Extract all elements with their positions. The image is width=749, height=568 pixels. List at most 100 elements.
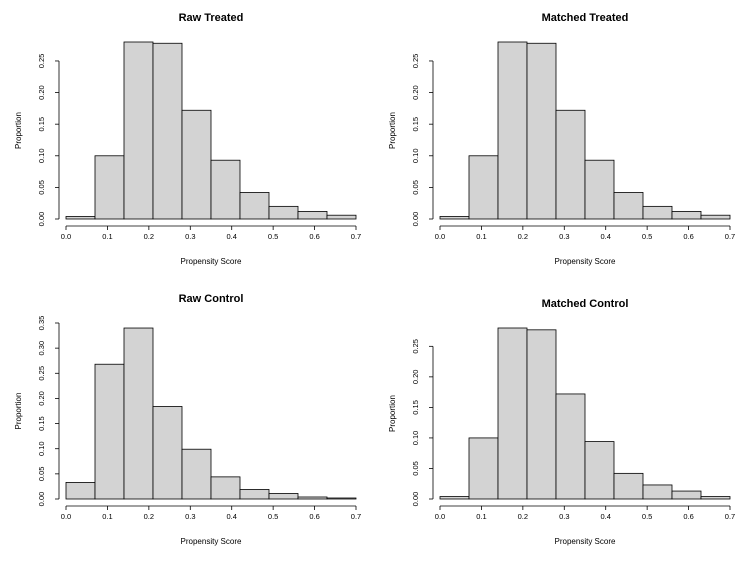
x-tick-label: 0.0 (61, 232, 71, 241)
x-tick-label: 0.4 (226, 232, 236, 241)
histogram-bar (152, 42, 183, 220)
x-tick-label: 0.7 (725, 232, 735, 241)
y-tick-label: 0.25 (37, 366, 46, 381)
histogram-bar (642, 205, 673, 220)
y-tick-label: 0.10 (37, 441, 46, 456)
histogram-bar (268, 493, 299, 500)
x-tick-label: 0.0 (435, 232, 445, 241)
histogram-bar (555, 393, 586, 500)
y-tick-label: 0.20 (411, 85, 420, 100)
x-tick-label: 0.5 (642, 512, 652, 521)
histogram-bar (468, 155, 499, 220)
y-tick-label: 0.05 (411, 180, 420, 195)
histogram-panel: Raw Control 0.0 0.1 0.2 0.3 0.4 0.5 0.6 0.7 Prope… (14, 293, 361, 546)
histogram-bar (642, 484, 673, 500)
y-tick-label: 0.10 (411, 148, 420, 163)
histogram-bar (210, 476, 241, 500)
y-tick-label: 0.20 (37, 391, 46, 406)
x-tick-label: 0.5 (268, 512, 278, 521)
histogram-bar (123, 327, 154, 500)
histogram-bar (584, 159, 615, 220)
x-tick-label: 0.7 (725, 512, 735, 521)
y-axis-label: Proportion (14, 112, 23, 149)
y-tick-label: 0.00 (411, 212, 420, 227)
x-tick-label: 0.0 (61, 512, 71, 521)
y-tick-label: 0.15 (411, 400, 420, 415)
histogram-panel: Matched Control 0.0 0.1 0.2 0.3 0.4 0.5 0.6 0.7 P… (388, 298, 735, 546)
x-tick-label: 0.3 (559, 512, 569, 521)
y-axis-label: Proportion (14, 393, 23, 430)
x-tick-label: 0.1 (476, 232, 486, 241)
x-tick-label: 0.5 (268, 232, 278, 241)
histogram-bar (700, 214, 731, 220)
x-tick-label: 0.1 (476, 512, 486, 521)
y-tick-label: 0.35 (37, 316, 46, 331)
y-tick-label: 0.15 (411, 117, 420, 132)
y-axis-label: Proportion (388, 395, 397, 432)
histogram-bar (584, 441, 615, 500)
x-tick-label: 0.6 (683, 232, 693, 241)
x-tick-label: 0.1 (102, 232, 112, 241)
histogram-bar (326, 214, 357, 220)
histogram-panel: Matched Treated 0.0 0.1 0.2 0.3 0.4 0.5 0.6 0.7 P… (388, 12, 735, 266)
histogram-bar (65, 216, 96, 220)
y-tick-label: 0.00 (411, 492, 420, 507)
histogram-bar (671, 211, 702, 220)
histogram-bar (700, 496, 731, 500)
x-tick-label: 0.3 (185, 232, 195, 241)
x-tick-label: 0.4 (600, 232, 610, 241)
y-tick-label: 0.15 (37, 416, 46, 431)
y-tick-label: 0.20 (411, 370, 420, 385)
histogram-bar (123, 41, 154, 220)
x-tick-label: 0.3 (559, 232, 569, 241)
x-axis-label: Propensity Score (555, 537, 616, 546)
histogram-panel: Raw Treated 0.0 0.1 0.2 0.3 0.4 0.5 0.6 0.7 Prope… (14, 12, 361, 266)
y-tick-label: 0.25 (411, 54, 420, 69)
x-tick-label: 0.2 (518, 512, 528, 521)
chart-title: Raw Control (179, 293, 244, 305)
histogram-bar (239, 192, 270, 220)
x-tick-label: 0.4 (600, 512, 610, 521)
histogram-bar (65, 482, 96, 500)
y-tick-label: 0.25 (411, 339, 420, 354)
histogram-bar (439, 216, 470, 220)
histogram-bar (613, 472, 644, 500)
histogram-bar (94, 155, 125, 220)
chart-title: Matched Treated (542, 12, 629, 24)
y-tick-label: 0.05 (37, 467, 46, 482)
histogram-bar (239, 489, 270, 500)
histogram-bar (297, 211, 328, 220)
chart-title: Raw Treated (179, 12, 244, 24)
histogram-bar (555, 109, 586, 220)
histogram-bar (94, 363, 125, 500)
x-axis-label: Propensity Score (181, 537, 242, 546)
histogram-bar (468, 437, 499, 500)
x-tick-label: 0.4 (226, 512, 236, 521)
histogram-bar (326, 497, 357, 500)
y-axis-label: Proportion (388, 112, 397, 149)
x-axis-label: Propensity Score (181, 257, 242, 266)
y-tick-label: 0.15 (37, 117, 46, 132)
x-tick-label: 0.6 (309, 232, 319, 241)
histogram-bar (210, 159, 241, 220)
x-tick-label: 0.1 (102, 512, 112, 521)
x-tick-label: 0.7 (351, 512, 361, 521)
histogram-bar (526, 42, 557, 220)
y-tick-label: 0.00 (37, 212, 46, 227)
x-tick-label: 0.0 (435, 512, 445, 521)
x-tick-label: 0.2 (144, 232, 154, 241)
histogram-bar (268, 205, 299, 220)
histogram-bar (439, 496, 470, 500)
x-tick-label: 0.2 (144, 512, 154, 521)
y-tick-label: 0.10 (37, 148, 46, 163)
y-tick-label: 0.00 (37, 492, 46, 507)
x-tick-label: 0.2 (518, 232, 528, 241)
y-tick-label: 0.25 (37, 54, 46, 69)
chart-title: Matched Control (542, 298, 629, 310)
y-tick-label: 0.10 (411, 431, 420, 446)
x-tick-label: 0.3 (185, 512, 195, 521)
y-tick-label: 0.20 (37, 85, 46, 100)
histogram-bar (526, 329, 557, 500)
x-tick-label: 0.7 (351, 232, 361, 241)
